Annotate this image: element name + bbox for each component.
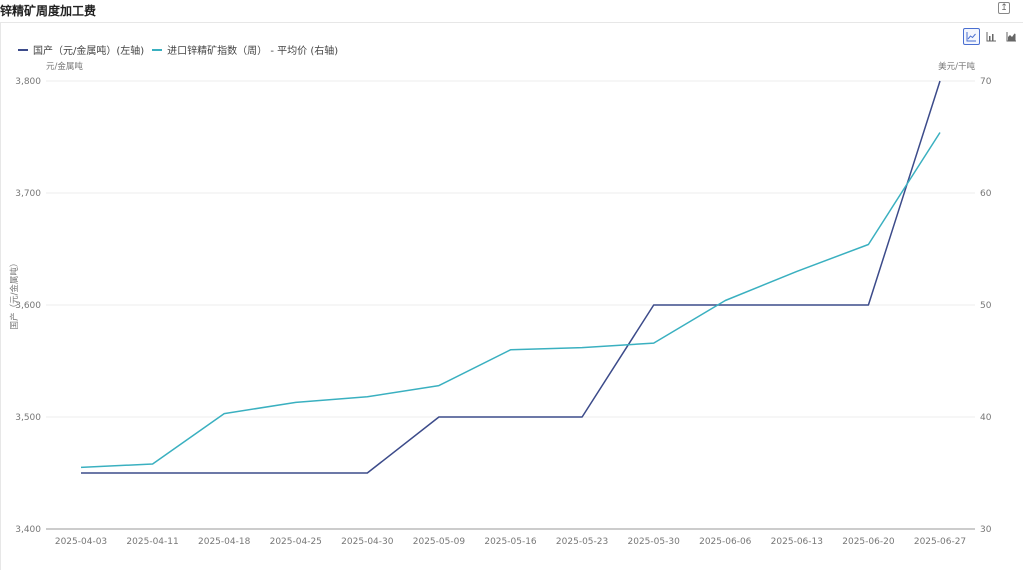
line-chart-icon [966, 32, 976, 42]
x-tick-label: 2025-04-18 [198, 537, 251, 547]
right-tick-label: 70 [980, 77, 992, 87]
series-line-import [80, 132, 941, 469]
x-tick-label: 2025-05-23 [556, 537, 608, 547]
x-axis-ticks: 2025-04-03 2025-04-11 2025-04-18 2025-04-25… [55, 537, 966, 547]
line-chart-button[interactable] [963, 28, 980, 45]
left-tick-label: 3,800 [15, 77, 41, 87]
legend-swatch-import [152, 48, 163, 51]
x-tick-label: 2025-04-11 [126, 537, 178, 547]
right-axis-unit: 美元/干吨 [938, 61, 975, 72]
left-tick-label: 3,600 [15, 301, 41, 311]
legend-label-import: 进口锌精矿指数（周） - 平均价 (右轴) [167, 46, 339, 57]
x-tick-label: 2025-04-25 [270, 537, 322, 547]
legend-swatch-domestic [18, 48, 28, 51]
right-tick-label: 50 [980, 301, 992, 311]
chart-frame [0, 22, 1023, 570]
series-lines [80, 80, 941, 474]
series-line-domestic [81, 80, 941, 474]
page-title: 锌精矿周度加工费 [0, 4, 97, 18]
x-tick-label: 2025-04-03 [55, 537, 107, 547]
x-tick-label: 2025-05-09 [413, 537, 466, 547]
right-tick-label: 30 [980, 525, 992, 535]
x-tick-label: 2025-06-27 [914, 537, 966, 547]
left-tick-label: 3,700 [15, 189, 41, 199]
chart-type-toolbar [963, 28, 1020, 45]
x-tick-label: 2025-06-06 [699, 537, 752, 547]
right-tick-label: 40 [980, 413, 992, 423]
legend-item-import[interactable]: 进口锌精矿指数（周） - 平均价 (右轴) [152, 42, 338, 57]
area-chart-button[interactable] [1003, 28, 1020, 45]
right-axis-ticks: 30 40 50 60 70 [980, 77, 992, 535]
left-tick-label: 3,400 [15, 525, 41, 535]
bar-chart-button[interactable] [983, 28, 1000, 45]
left-axis-unit: 元/金属吨 [46, 61, 83, 72]
left-tick-label: 3,500 [15, 413, 41, 423]
legend-item-domestic[interactable]: 国产（元/金属吨）(左轴) [18, 42, 144, 57]
right-tick-label: 60 [980, 189, 992, 199]
area-chart-icon [1006, 32, 1016, 42]
x-tick-label: 2025-05-30 [628, 537, 681, 547]
bar-chart-icon [986, 32, 996, 42]
export-icon[interactable]: ↥ [998, 2, 1010, 14]
left-axis-ticks: 3,400 3,500 3,600 3,700 3,800 [15, 77, 41, 535]
x-tick-label: 2025-06-20 [842, 537, 895, 547]
legend-label-domestic: 国产（元/金属吨）(左轴) [33, 46, 145, 57]
x-tick-label: 2025-04-30 [341, 537, 394, 547]
chart-legend: 国产（元/金属吨）(左轴) 进口锌精矿指数（周） - 平均价 (右轴) [18, 42, 346, 57]
x-tick-label: 2025-06-13 [771, 537, 823, 547]
x-tick-label: 2025-05-16 [484, 537, 537, 547]
left-axis-label: 国产（元/金属吨） [9, 259, 20, 330]
